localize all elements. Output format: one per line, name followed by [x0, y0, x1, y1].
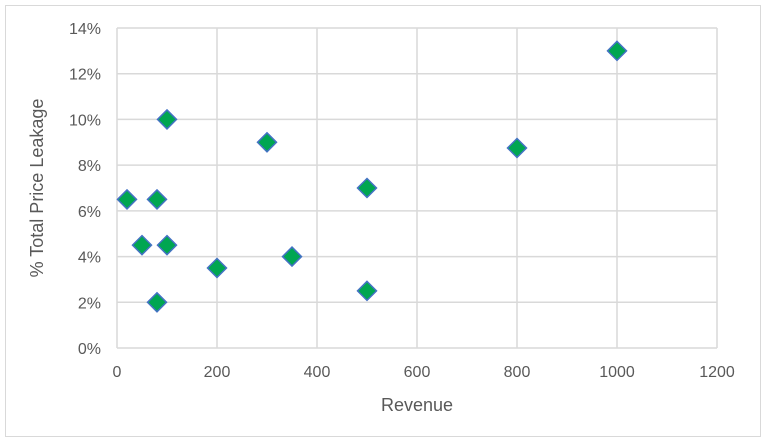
y-tick-label: 2%	[78, 295, 101, 312]
x-axis-ticks: 0 200 400 600 800 1000 1200	[113, 364, 735, 381]
x-tick-label: 0	[113, 364, 122, 381]
y-axis-title: % Total Price Leakage	[27, 99, 47, 278]
diamond-marker	[506, 137, 528, 159]
diamond-marker	[356, 280, 378, 302]
y-tick-label: 12%	[69, 67, 101, 84]
diamond-marker	[146, 188, 168, 210]
y-tick-label: 6%	[78, 204, 101, 221]
gridlines	[116, 27, 718, 349]
chart-frame	[5, 5, 761, 437]
data-points	[116, 40, 628, 313]
diamond-marker	[146, 291, 168, 313]
diamond-marker	[256, 131, 278, 153]
diamond-marker	[206, 257, 228, 279]
x-tick-label: 600	[404, 364, 431, 381]
x-tick-label: 400	[304, 364, 331, 381]
diamond-marker	[156, 108, 178, 130]
y-tick-label: 4%	[78, 250, 101, 267]
diamond-marker	[156, 234, 178, 256]
x-tick-label: 1200	[699, 364, 735, 381]
diamond-marker	[356, 177, 378, 199]
x-axis-title: Revenue	[381, 395, 453, 415]
y-tick-label: 10%	[69, 112, 101, 129]
y-tick-label: 14%	[69, 21, 101, 38]
y-tick-label: 0%	[78, 341, 101, 358]
diamond-marker	[131, 234, 153, 256]
x-tick-label: 800	[504, 364, 531, 381]
diamond-marker	[606, 40, 628, 62]
y-tick-label: 8%	[78, 158, 101, 175]
x-tick-label: 1000	[599, 364, 635, 381]
diamond-marker	[116, 188, 138, 210]
x-tick-label: 200	[204, 364, 231, 381]
diamond-marker	[281, 246, 303, 268]
y-axis-ticks: 0% 2% 4% 6% 8% 10% 12% 14%	[69, 21, 101, 358]
